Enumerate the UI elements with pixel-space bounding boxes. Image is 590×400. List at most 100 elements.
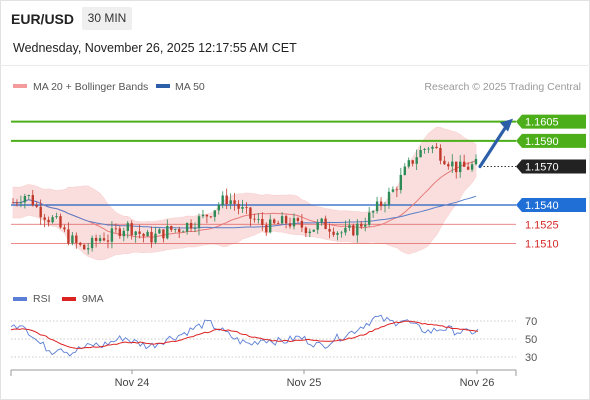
candle-body <box>451 161 454 167</box>
candle-body <box>431 146 434 149</box>
level-tag-1-1540 <box>516 198 586 213</box>
candle-body <box>399 174 402 190</box>
time-tick-label: Nov 26 <box>460 377 495 389</box>
moving-averages <box>13 160 477 238</box>
candle-body <box>257 219 260 220</box>
candle-body <box>344 227 347 233</box>
candle-body <box>114 228 118 230</box>
rsi-level-label-30: 30 <box>525 352 537 364</box>
candle-body <box>23 196 27 203</box>
candle-body <box>371 211 375 213</box>
candle-body <box>197 216 201 229</box>
candle-body <box>379 201 383 207</box>
candle-body <box>288 223 292 227</box>
candle-body <box>11 202 15 204</box>
candles <box>11 142 478 255</box>
rsi-level-label-70: 70 <box>525 316 537 328</box>
candle-body <box>229 200 232 204</box>
candle-body <box>277 223 280 224</box>
candle-body <box>225 195 228 204</box>
candle-body <box>439 148 442 161</box>
candle-body <box>470 164 474 170</box>
candle-body <box>158 229 161 234</box>
timeframe-button[interactable]: 30 MIN <box>82 7 132 30</box>
ma9-legend-label: 9MA <box>82 293 104 305</box>
candle-body <box>221 195 224 206</box>
candle-body <box>71 235 74 244</box>
rsi-panel: 70 50 30 <box>10 314 537 364</box>
candle-body <box>138 231 141 234</box>
level-tag-1-1605 <box>516 114 586 129</box>
candle-body <box>75 235 78 243</box>
level-label-1-1605: 1.1605 <box>525 117 559 129</box>
candle-body <box>237 203 240 209</box>
level-tag-1-1590 <box>516 133 586 148</box>
candle-body <box>312 229 315 232</box>
candle-body <box>320 218 323 223</box>
candle-body <box>241 207 244 209</box>
candle-body <box>269 219 272 233</box>
candle-body <box>106 240 110 242</box>
candle-body <box>265 225 268 233</box>
candle-body <box>459 161 462 173</box>
bollinger-bands <box>12 126 477 261</box>
level-labels: 1.1605 1.1590 1.1570 1.1540 1.1525 1.1510 <box>516 114 586 251</box>
candle-body <box>292 218 296 227</box>
candle-body <box>43 217 46 220</box>
candle-body <box>360 223 363 227</box>
candle-body <box>419 150 422 158</box>
candle-body <box>170 226 173 230</box>
candle-body <box>316 222 319 230</box>
candle-body <box>162 229 165 239</box>
candle-body <box>130 223 133 236</box>
candle-body <box>463 161 466 167</box>
candle-body <box>189 223 193 229</box>
candle-body <box>383 204 387 207</box>
candle-body <box>79 242 82 245</box>
rsi-level-label-50: 50 <box>525 334 537 346</box>
candle-body <box>182 231 185 233</box>
candle-body <box>27 195 30 196</box>
candle-body <box>15 202 19 204</box>
candle-body <box>308 231 311 234</box>
forecast-arrow-head <box>500 118 513 132</box>
candle-body <box>356 223 359 236</box>
time-tick-label: Nov 25 <box>287 377 322 389</box>
candle-body <box>233 200 236 204</box>
candle-body <box>126 223 129 231</box>
candle-body <box>391 189 395 192</box>
candle-body <box>284 216 288 224</box>
candle-body <box>102 238 106 241</box>
candle-body <box>205 214 209 217</box>
candle-body <box>368 212 371 225</box>
candle-body <box>146 231 149 237</box>
bollinger-band-fill <box>12 126 477 261</box>
candle-body <box>118 228 121 237</box>
candle-body <box>423 149 426 150</box>
candle-body <box>348 225 351 228</box>
candle-body <box>19 202 23 204</box>
candle-body <box>340 232 343 234</box>
candle-body <box>47 219 50 223</box>
rsi-legend-label: RSI <box>33 293 51 305</box>
level-label-1-1540: 1.1540 <box>525 200 559 212</box>
ma50-legend-label: MA 50 <box>175 81 205 93</box>
candle-body <box>87 248 90 250</box>
header-divider <box>0 65 590 66</box>
forecast-arrow-shaft <box>478 125 508 169</box>
time-tick-label: Nov 24 <box>115 377 150 389</box>
candle-body <box>328 229 331 232</box>
candle-body <box>142 233 145 237</box>
candle-body <box>209 216 213 218</box>
research-credit: Research © 2025 Trading Central <box>424 81 581 93</box>
level-label-1-1570: 1.1570 <box>525 162 559 174</box>
rsi-ma9-line <box>10 320 479 349</box>
candle-body <box>407 160 410 167</box>
candle-body <box>55 216 58 218</box>
candle-body <box>94 237 98 241</box>
candle-body <box>213 210 216 217</box>
candle-body <box>245 207 248 208</box>
price-levels <box>11 120 516 244</box>
level-label-1-1590: 1.1590 <box>525 136 559 148</box>
